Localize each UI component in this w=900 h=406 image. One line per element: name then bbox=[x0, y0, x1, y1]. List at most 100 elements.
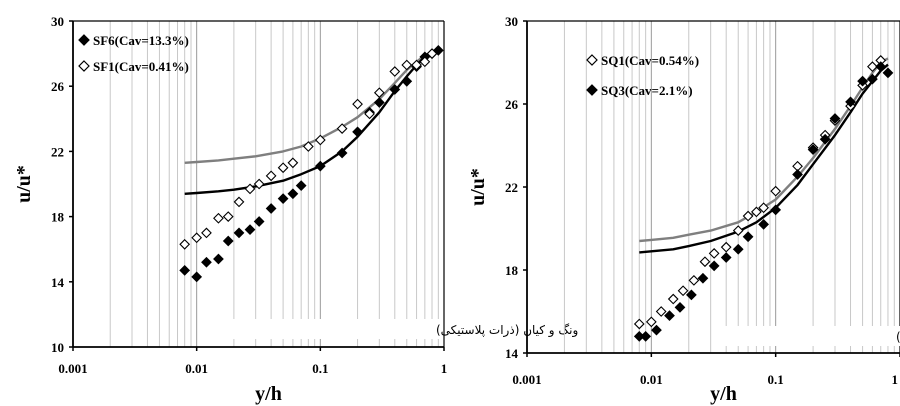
y-tick-label: 18 bbox=[51, 210, 65, 225]
y-tick-label: 26 bbox=[51, 79, 65, 94]
open-diamond-point bbox=[655, 306, 667, 317]
x-tick-label: 0.001 bbox=[58, 361, 87, 376]
plot-area bbox=[179, 44, 444, 283]
open-diamond-point bbox=[688, 274, 700, 286]
open-diamond-point bbox=[401, 59, 413, 71]
filled-diamond-point bbox=[807, 144, 819, 156]
open-diamond-point bbox=[373, 87, 385, 99]
open-diamond-point bbox=[699, 256, 711, 268]
open-diamond-point bbox=[302, 141, 314, 152]
filled-diamond-point bbox=[222, 235, 234, 247]
annotation-box: ونگ و کیان (ذرات رسوب) bbox=[714, 326, 900, 346]
black-fit-curve bbox=[639, 63, 889, 254]
annotation-background bbox=[714, 326, 900, 346]
open-diamond-point bbox=[751, 206, 762, 218]
filled-diamond-point bbox=[401, 75, 413, 87]
filled-diamond-point bbox=[674, 301, 686, 313]
filled-diamond-point bbox=[213, 253, 224, 265]
filled-diamond-point bbox=[201, 256, 212, 268]
open-diamond-point bbox=[742, 210, 754, 222]
filled-diamond-point bbox=[857, 75, 868, 87]
filled-diamond-point bbox=[742, 231, 754, 243]
filled-diamond-point bbox=[314, 160, 326, 172]
filled-diamond-point bbox=[233, 227, 245, 239]
filled-diamond-point bbox=[829, 113, 841, 124]
open-diamond-point bbox=[179, 238, 191, 250]
filled-diamond-point bbox=[686, 289, 697, 301]
filled-diamond-point bbox=[882, 67, 894, 79]
open-diamond-point bbox=[389, 66, 401, 77]
open-diamond-point bbox=[667, 293, 679, 305]
annotation-box: ونگ و کیان (ذرات پلاستیکی) bbox=[230, 319, 578, 339]
y-tick-label: 22 bbox=[505, 180, 518, 195]
open-diamond-point bbox=[633, 318, 645, 330]
legend-label: SQ1(Cav=0.54%) bbox=[601, 53, 699, 68]
legend-label: SF1(Cav=0.41%) bbox=[93, 59, 189, 74]
open-diamond-point bbox=[253, 178, 265, 190]
filled-diamond-point bbox=[720, 252, 732, 263]
filled-diamond-point bbox=[845, 96, 856, 108]
open-diamond-point bbox=[720, 241, 732, 253]
filled-diamond-point bbox=[770, 204, 782, 216]
annotation-background bbox=[230, 319, 440, 339]
open-diamond-point bbox=[426, 48, 438, 59]
open-diamond-point bbox=[419, 56, 431, 68]
legend-marker-filled-diamond bbox=[586, 84, 598, 96]
filled-diamond-point bbox=[253, 216, 265, 227]
filled-diamond-point bbox=[875, 61, 887, 73]
open-diamond-point bbox=[287, 157, 299, 169]
filled-diamond-point bbox=[732, 243, 744, 255]
x-axis-title: y/h bbox=[255, 383, 282, 405]
legend-marker-filled-diamond bbox=[78, 34, 90, 46]
legend: SF6(Cav=13.3%) SF1(Cav=0.41%) bbox=[78, 33, 189, 74]
filled-diamond-point bbox=[336, 147, 348, 159]
open-diamond-point bbox=[867, 61, 878, 73]
open-diamond-point bbox=[265, 170, 277, 182]
open-diamond-point bbox=[277, 162, 289, 174]
filled-diamond-point bbox=[373, 97, 385, 108]
open-diamond-point bbox=[222, 211, 234, 222]
annotation-text: ونگ و کیان (ذرات رسوب) bbox=[896, 330, 900, 345]
legend-label: SF6(Cav=13.3%) bbox=[93, 33, 189, 48]
chart-panel-2: 14 18 22 26 30 0.001 0.01 0.1 1 y/h u/u* SQ1(Cav=0.… bbox=[467, 14, 900, 405]
filled-diamond-point bbox=[708, 260, 720, 272]
open-diamond-point bbox=[732, 225, 744, 236]
filled-diamond-point bbox=[651, 324, 662, 336]
filled-diamond-point bbox=[191, 271, 203, 283]
open-diamond-point bbox=[244, 183, 256, 195]
filled-diamond-point bbox=[295, 180, 307, 192]
annotation-text: ونگ و کیان (ذرات پلاستیکی) bbox=[436, 323, 578, 338]
open-diamond-point bbox=[336, 123, 348, 134]
x-tick-label: 1 bbox=[441, 361, 448, 376]
open-diamond-point bbox=[352, 98, 363, 110]
x-tick-label: 0.01 bbox=[640, 372, 663, 387]
open-diamond-point bbox=[770, 185, 782, 197]
filled-diamond-point bbox=[640, 331, 652, 342]
open-diamond-point bbox=[411, 59, 422, 71]
y-tick-label: 10 bbox=[51, 340, 64, 355]
plot-area bbox=[633, 55, 894, 342]
x-tick-label: 0.1 bbox=[768, 372, 784, 387]
open-diamond-point bbox=[233, 196, 245, 208]
open-diamond-point bbox=[645, 316, 657, 328]
gray-fit-curve bbox=[639, 57, 889, 243]
y-tick-label: 26 bbox=[505, 97, 519, 112]
black-fit-curve bbox=[184, 47, 439, 195]
filled-diamond-point bbox=[819, 133, 831, 145]
filled-diamond-point bbox=[287, 188, 299, 200]
filled-diamond-point bbox=[352, 126, 363, 138]
x-tick-label: 1 bbox=[892, 372, 899, 387]
open-diamond-point bbox=[191, 232, 203, 244]
legend-marker-open-diamond bbox=[78, 60, 90, 72]
legend-label: SQ3(Cav=2.1%) bbox=[601, 83, 693, 98]
x-axis-title: y/h bbox=[710, 383, 737, 405]
y-tick-label: 14 bbox=[505, 346, 519, 361]
filled-diamond-point bbox=[867, 73, 878, 85]
open-diamond-point bbox=[314, 134, 326, 146]
x-tick-label: 0.01 bbox=[185, 361, 208, 376]
filled-diamond-point bbox=[265, 203, 277, 214]
y-tick-label: 22 bbox=[51, 144, 64, 159]
filled-diamond-point bbox=[697, 272, 709, 284]
filled-diamond-point bbox=[244, 224, 256, 236]
filled-diamond-point bbox=[792, 169, 803, 180]
